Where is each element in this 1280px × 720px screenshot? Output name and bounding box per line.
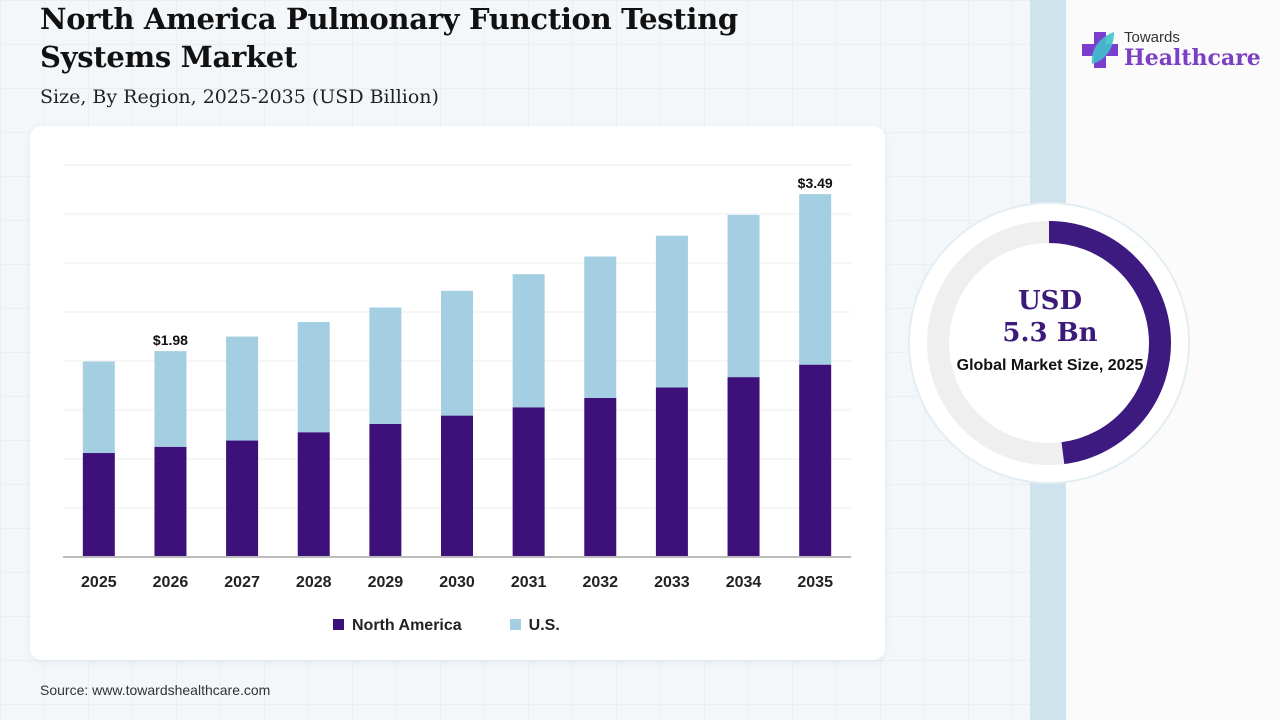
legend-label: U.S. (528, 617, 560, 634)
medical-cross-leaf-icon (1082, 32, 1118, 68)
legend-swatch (509, 619, 521, 630)
x-tick-label: 2032 (582, 574, 618, 591)
bar-north-america-2027 (226, 440, 259, 557)
x-tick-label: 2031 (511, 574, 547, 591)
bar-north-america-2031 (512, 407, 545, 557)
legend-item-north-america: North America (333, 617, 462, 635)
bar-north-america-2028 (297, 432, 330, 557)
donut-label: USD 5.3 Bn Global Market Size, 2025 (950, 285, 1150, 377)
bar-us-2030 (441, 290, 473, 416)
page-title: North America Pulmonary Function Testing… (40, 2, 738, 74)
source-text: Source: www.towardshealthcare.com (40, 682, 271, 698)
bar-north-america-2032 (584, 397, 617, 557)
x-tick-label: 2030 (439, 574, 475, 591)
x-tick-label: 2025 (81, 574, 117, 591)
logo: Towards Healthcare (1080, 28, 1261, 72)
data-label: $3.49 (798, 175, 833, 191)
bar-north-america-2026 (154, 446, 187, 557)
x-tick-label: 2026 (153, 574, 189, 591)
bar-us-2026 (154, 351, 187, 447)
logo-text-healthcare: Healthcare (1124, 45, 1261, 71)
x-tick-label: 2028 (296, 574, 332, 591)
x-tick-label: 2034 (726, 574, 762, 591)
bar-north-america-2025 (82, 453, 115, 557)
bar-north-america-2033 (655, 387, 688, 557)
legend-label: North America (352, 617, 462, 634)
data-label: $1.98 (153, 332, 188, 348)
bar-us-2027 (226, 336, 259, 441)
page-subtitle: Size, By Region, 2025-2035 (USD Billion) (40, 86, 439, 108)
x-tick-label: 2035 (797, 574, 833, 591)
bar-us-2033 (655, 235, 688, 388)
legend-item-us: U.S. (509, 617, 560, 635)
bar-north-america-2030 (441, 415, 473, 557)
summary-currency: USD (1018, 286, 1082, 316)
donut-outer-ring (908, 202, 1190, 484)
x-tick-label: 2027 (224, 574, 260, 591)
bar-us-2025 (82, 361, 115, 454)
logo-text-towards: Towards (1124, 29, 1180, 46)
donut-arc (1048, 221, 1171, 465)
bar-us-2028 (297, 322, 330, 433)
bar-us-2031 (512, 274, 545, 408)
legend-swatch (333, 619, 344, 630)
x-tick-label: 2029 (368, 574, 404, 591)
bar-north-america-2029 (369, 423, 402, 557)
bar-north-america-2034 (727, 377, 760, 557)
chart-legend: North America U.S. (333, 617, 560, 635)
summary-label: Global Market Size, 2025 (956, 357, 1144, 374)
bar-us-2035 (799, 194, 832, 365)
x-tick-label: 2033 (654, 574, 690, 591)
bar-us-2032 (584, 256, 617, 398)
summary-value: 5.3 Bn (1002, 318, 1098, 348)
bar-us-2034 (727, 214, 760, 378)
bar-north-america-2035 (799, 364, 832, 557)
bar-us-2029 (369, 307, 402, 424)
